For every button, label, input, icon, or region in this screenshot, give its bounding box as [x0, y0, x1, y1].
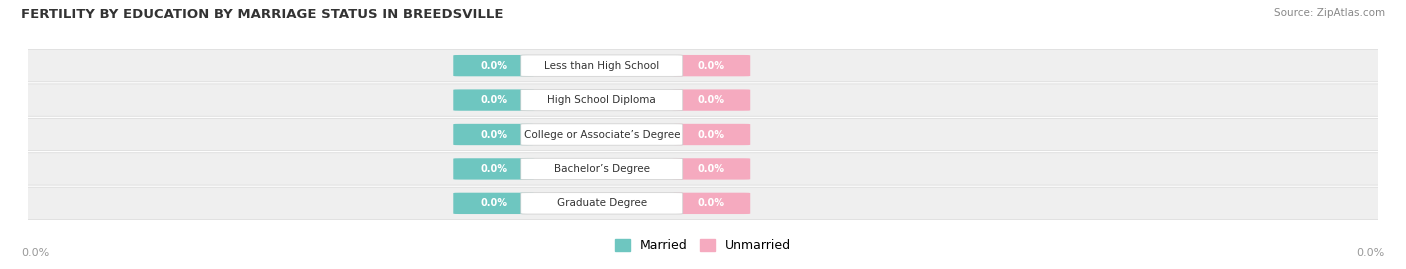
Text: College or Associate’s Degree: College or Associate’s Degree [523, 129, 681, 140]
Text: 0.0%: 0.0% [697, 61, 725, 71]
Text: 0.0%: 0.0% [481, 164, 508, 174]
Text: 0.0%: 0.0% [481, 95, 508, 105]
FancyBboxPatch shape [672, 158, 751, 180]
FancyBboxPatch shape [672, 193, 751, 214]
FancyBboxPatch shape [8, 49, 1398, 82]
FancyBboxPatch shape [453, 55, 534, 76]
FancyBboxPatch shape [520, 89, 683, 111]
FancyBboxPatch shape [453, 193, 534, 214]
FancyBboxPatch shape [672, 124, 751, 145]
Text: 0.0%: 0.0% [481, 129, 508, 140]
Legend: Married, Unmarried: Married, Unmarried [614, 239, 792, 252]
Text: 0.0%: 0.0% [1357, 248, 1385, 258]
Text: Bachelor’s Degree: Bachelor’s Degree [554, 164, 650, 174]
FancyBboxPatch shape [453, 158, 534, 180]
FancyBboxPatch shape [672, 55, 751, 76]
Text: Less than High School: Less than High School [544, 61, 659, 71]
Text: 0.0%: 0.0% [21, 248, 49, 258]
Text: Graduate Degree: Graduate Degree [557, 198, 647, 208]
FancyBboxPatch shape [8, 118, 1398, 151]
FancyBboxPatch shape [672, 89, 751, 111]
Text: FERTILITY BY EDUCATION BY MARRIAGE STATUS IN BREEDSVILLE: FERTILITY BY EDUCATION BY MARRIAGE STATU… [21, 8, 503, 21]
FancyBboxPatch shape [8, 84, 1398, 116]
Text: High School Diploma: High School Diploma [547, 95, 657, 105]
Text: 0.0%: 0.0% [697, 95, 725, 105]
FancyBboxPatch shape [8, 153, 1398, 185]
FancyBboxPatch shape [520, 158, 683, 180]
Text: 0.0%: 0.0% [481, 198, 508, 208]
FancyBboxPatch shape [520, 193, 683, 214]
Text: 0.0%: 0.0% [697, 198, 725, 208]
FancyBboxPatch shape [8, 187, 1398, 220]
Text: 0.0%: 0.0% [481, 61, 508, 71]
FancyBboxPatch shape [453, 89, 534, 111]
Text: Source: ZipAtlas.com: Source: ZipAtlas.com [1274, 8, 1385, 18]
FancyBboxPatch shape [520, 124, 683, 145]
FancyBboxPatch shape [520, 55, 683, 76]
Text: 0.0%: 0.0% [697, 129, 725, 140]
FancyBboxPatch shape [453, 124, 534, 145]
Text: 0.0%: 0.0% [697, 164, 725, 174]
